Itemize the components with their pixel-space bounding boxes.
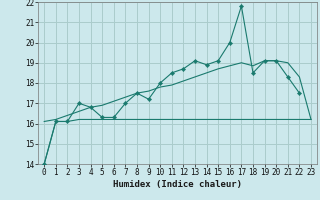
X-axis label: Humidex (Indice chaleur): Humidex (Indice chaleur) [113,180,242,189]
